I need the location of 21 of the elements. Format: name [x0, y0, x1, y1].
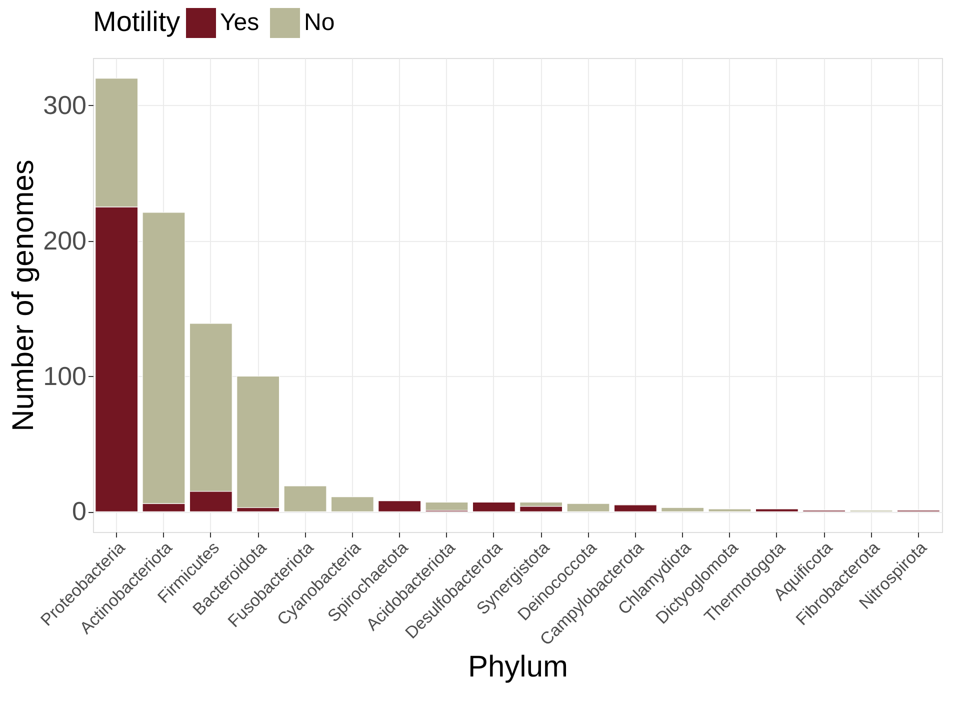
bar — [614, 504, 657, 512]
bar — [755, 508, 798, 512]
y-tick-label: 0 — [72, 496, 86, 526]
bar — [520, 506, 563, 512]
bar — [236, 376, 280, 508]
legend-label: Yes — [220, 9, 260, 36]
bar — [378, 500, 422, 512]
y-tick-label: 100 — [43, 360, 86, 391]
y-tick-label: 200 — [43, 225, 86, 256]
legend-label: No — [304, 9, 335, 36]
bar — [330, 496, 374, 512]
y-tick-label: 300 — [43, 90, 86, 120]
x-axis-title: Phylum — [468, 650, 568, 684]
bar — [472, 502, 516, 512]
bar — [708, 508, 752, 512]
bar — [566, 503, 610, 512]
bar — [425, 502, 468, 511]
bar — [661, 507, 704, 512]
y-axis-title: Number of genomes — [7, 160, 40, 432]
legend-title: Motility — [93, 6, 180, 37]
bar — [284, 486, 327, 512]
